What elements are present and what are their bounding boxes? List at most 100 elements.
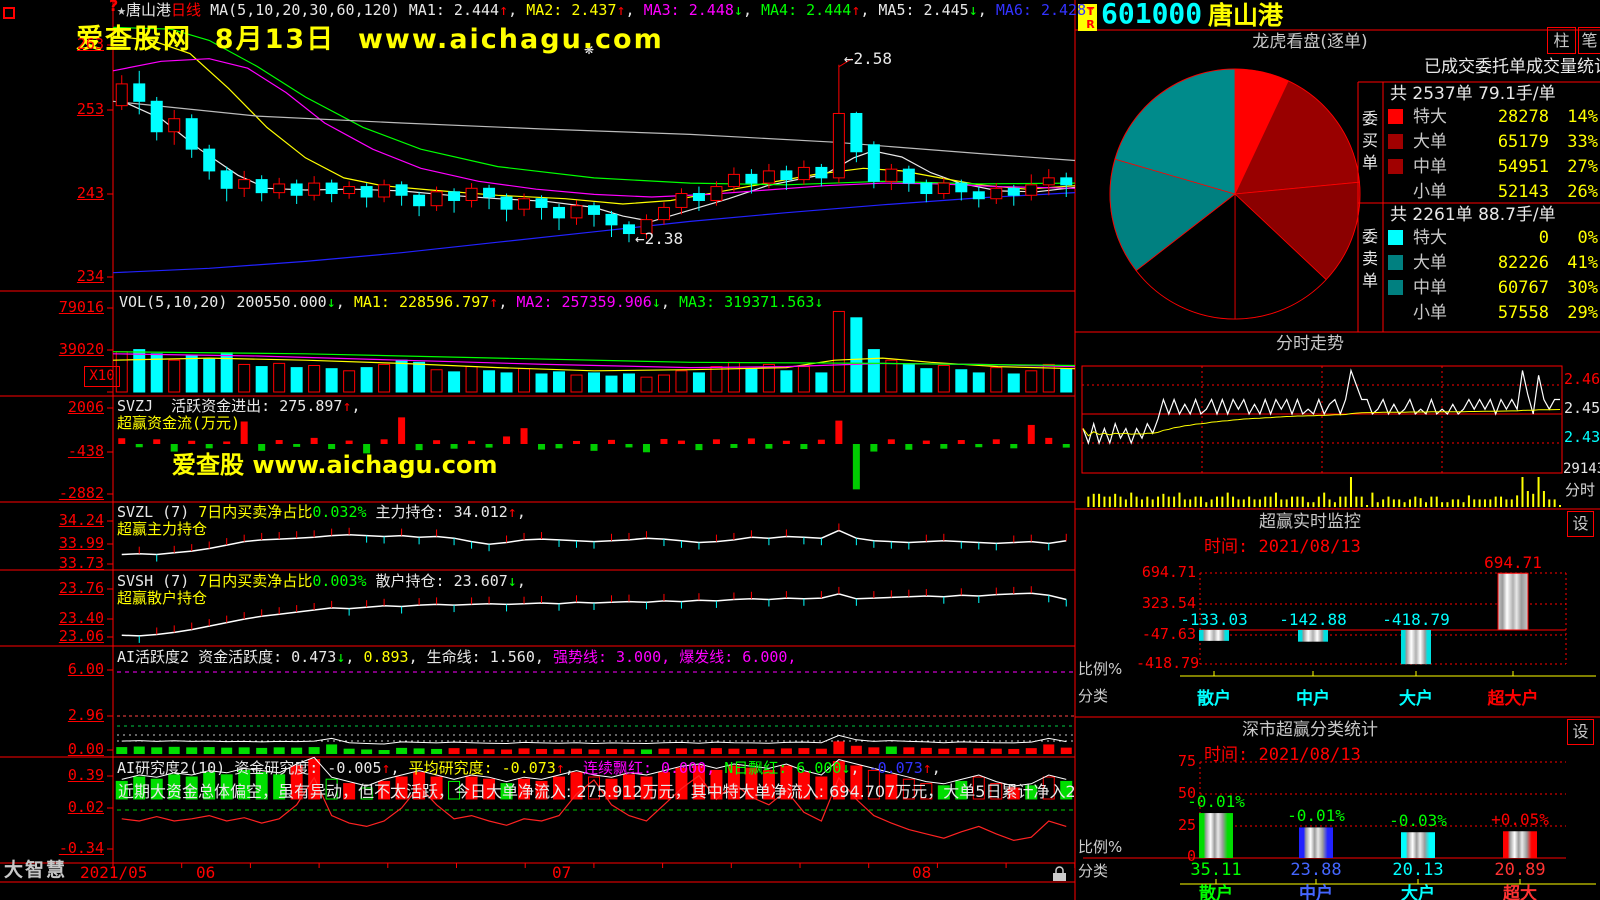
kline-header-segment: , <box>508 1 527 19</box>
monitor-category: 中户 <box>1296 689 1330 709</box>
order-size-swatch <box>1388 134 1403 149</box>
vol-header-segment: MA1: 228596.797 <box>353 293 490 311</box>
window-corner-icon[interactable] <box>3 7 15 19</box>
monitor-bar <box>1497 572 1529 631</box>
order-percent: 29% <box>1567 303 1598 323</box>
monitor-category: 超大户 <box>1487 689 1539 709</box>
candle <box>972 191 985 200</box>
candle <box>395 184 408 196</box>
research-bar <box>640 776 653 800</box>
fenshi-volume-bar <box>1135 496 1138 507</box>
svzl-y-label: 33.73 <box>58 554 104 572</box>
help-question-icon[interactable]: ? <box>109 0 119 15</box>
fenshi-volume-bar <box>1221 496 1224 507</box>
activity-bar <box>815 748 827 754</box>
monitor-settings-button[interactable]: 设 <box>1567 511 1594 537</box>
candle <box>290 183 303 196</box>
monitor-y-label: -47.63 <box>1141 625 1196 643</box>
svzj-bar <box>1010 444 1018 449</box>
svzl-header-segment: 主力持仓: 34.012 <box>366 503 508 521</box>
shenshi-bar <box>1299 827 1333 858</box>
svsh-header-segment: 散户持仓: 23.607 <box>366 572 508 590</box>
svsh-header-segment: ↓ <box>507 572 517 590</box>
research-bar <box>290 765 303 800</box>
ai2-header-segment: ↑ <box>555 759 565 777</box>
ma-line <box>112 58 1076 198</box>
svzj-bar <box>363 444 371 454</box>
research-bar <box>1025 785 1038 800</box>
activity-bar <box>571 748 583 754</box>
ma-line <box>112 35 1076 205</box>
shenshi-y-label: 0 <box>1186 847 1196 865</box>
kline-header-segment: , <box>977 1 996 19</box>
svzj-bar <box>870 444 878 452</box>
candle <box>1060 177 1073 186</box>
activity-bar <box>675 748 687 754</box>
svzj-bar <box>660 438 668 444</box>
candle <box>885 168 898 182</box>
svzj-bar <box>765 444 773 449</box>
shenshi-settings-button[interactable]: 设 <box>1567 719 1594 745</box>
fenshi-volume-bar <box>1124 499 1127 507</box>
research-bar <box>780 765 793 800</box>
research-bar <box>168 774 181 800</box>
fenshi-volume-bar <box>1183 499 1186 507</box>
shenshi-bar <box>1199 813 1233 858</box>
research-bar <box>937 785 950 800</box>
candle <box>605 213 618 226</box>
vol-header-segment: , <box>660 293 679 311</box>
svzl-sub-label: 超赢主力持仓 <box>117 520 208 538</box>
research-bar <box>518 778 531 800</box>
candle <box>500 196 513 210</box>
order-volume: 82226 <box>1497 253 1549 273</box>
candle <box>238 179 251 189</box>
research-bar <box>553 776 566 800</box>
order-volume: 0 <box>1538 228 1549 248</box>
annotation-low: ←2.38 <box>634 229 684 248</box>
kline-header-segment: , <box>860 1 879 19</box>
tick-view-button[interactable]: 笔 <box>1578 27 1600 54</box>
candle <box>727 173 740 188</box>
candle <box>692 193 705 201</box>
fenshi-volume-bar <box>1215 496 1218 507</box>
svzj-bar <box>538 444 546 450</box>
fenshi-volume-bar <box>1092 493 1095 507</box>
research-bar <box>657 772 670 800</box>
order-volume: 54951 <box>1497 157 1549 177</box>
ai1-header-segment: AI活跃度2 资金活跃度: 0.473 <box>117 648 337 666</box>
svzj-bar <box>170 444 178 452</box>
fenshi-volume-bar <box>1483 499 1486 507</box>
fenshi-volume-bar <box>1114 493 1117 507</box>
monitor-ratio-axis-label: 比例% <box>1078 660 1123 678</box>
svzj-bar <box>468 440 476 444</box>
bar-view-button[interactable]: 柱 <box>1547 27 1576 54</box>
fenshi-volume-bar <box>1328 499 1331 507</box>
pie-slice <box>1234 181 1361 281</box>
candle <box>850 112 863 153</box>
volume-bar <box>448 371 461 393</box>
vol-header-segment: MA2: 257359.906 <box>516 293 652 311</box>
kline-header-segment: MA(5,10,20,30,60,120) <box>201 1 409 19</box>
fenshi-volume-bar <box>1382 499 1385 507</box>
volume-bar <box>535 373 548 393</box>
fenshi-volume-bar <box>1441 502 1444 507</box>
ai2-header: AI研究度2(10) 资金研究度: -0.005↑, 平均研究度: -0.073… <box>117 759 941 777</box>
ai1-y-label: 0.00 <box>67 740 104 758</box>
stock-code: 601000 <box>1101 0 1203 30</box>
fenshi-volume-bar <box>1269 496 1272 507</box>
candle <box>535 198 548 208</box>
activity-bar <box>693 749 705 754</box>
svzj-bar <box>415 444 423 451</box>
fenshi-volume-bar <box>1264 496 1267 507</box>
activity-bar <box>116 747 128 754</box>
svzj-bar <box>345 440 353 444</box>
ai1-y-label: 6.00 <box>67 660 104 678</box>
shenshi-category: 超大 <box>1503 884 1537 900</box>
fenshi-volume-bar <box>1457 499 1460 507</box>
kline-header: ★唐山港日线 MA(5,10,20,30,60,120) MA1: 2.444↑… <box>117 1 1095 19</box>
svzj-bar <box>607 439 615 444</box>
svsh-header-segment: 0.003% <box>312 572 367 590</box>
fenshi-volume-bar <box>1333 502 1336 507</box>
fenshi-volume-bar <box>1140 499 1143 507</box>
